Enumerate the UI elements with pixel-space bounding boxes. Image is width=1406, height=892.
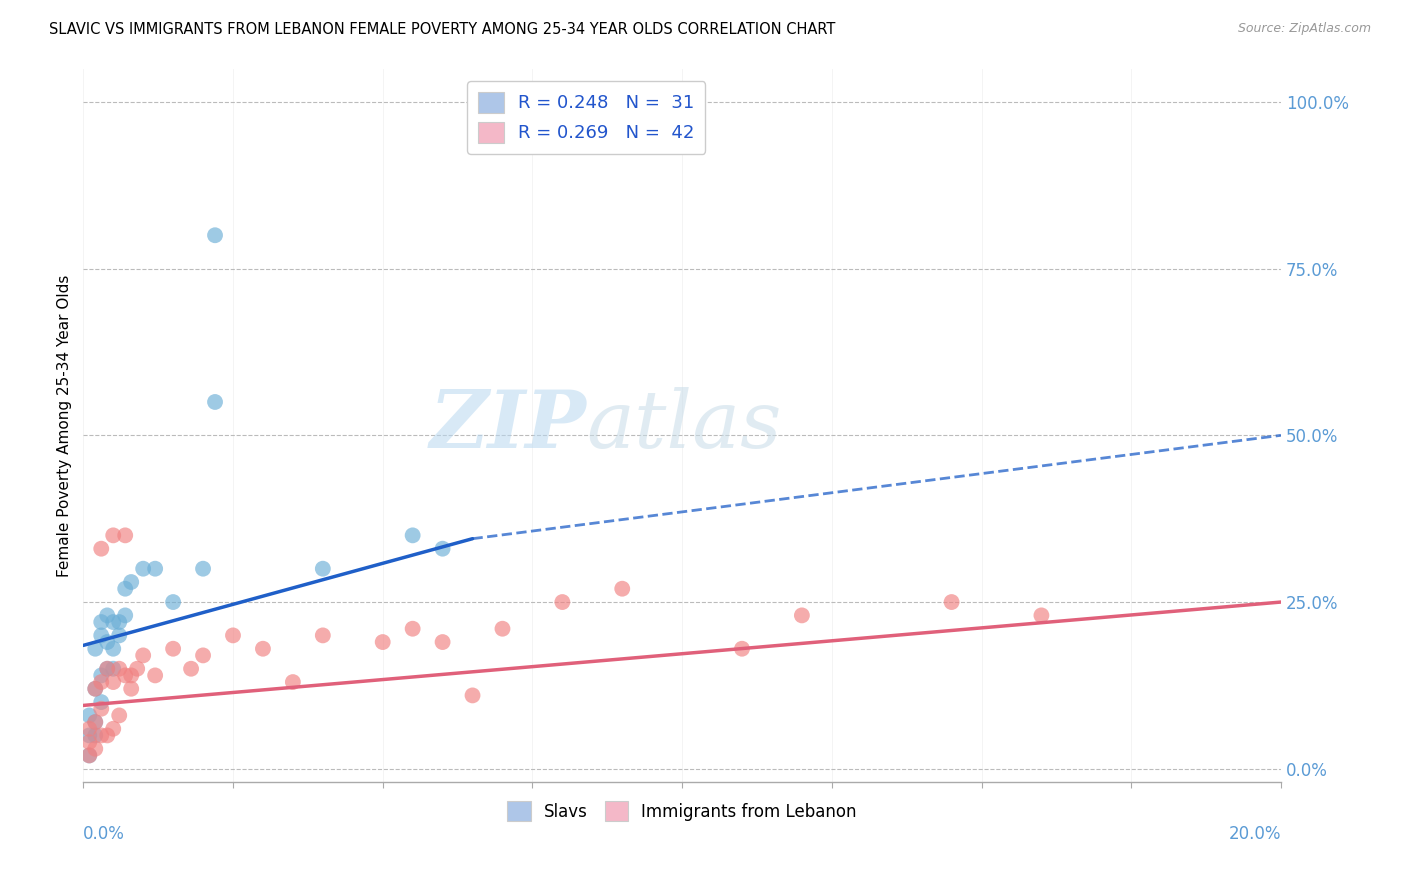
Point <box>204 228 226 243</box>
Text: 20.0%: 20.0% <box>1229 825 1281 843</box>
Point <box>96 662 118 676</box>
Point <box>103 662 125 676</box>
Point <box>143 562 166 576</box>
Legend: Slavs, Immigrants from Lebanon: Slavs, Immigrants from Lebanon <box>501 795 863 827</box>
Point <box>77 728 100 742</box>
Point <box>1031 608 1053 623</box>
Point <box>162 595 184 609</box>
Point <box>491 622 513 636</box>
Y-axis label: Female Poverty Among 25-34 Year Olds: Female Poverty Among 25-34 Year Olds <box>58 274 72 576</box>
Point <box>84 741 107 756</box>
Point <box>191 562 214 576</box>
Point <box>120 681 142 696</box>
Text: 0.0%: 0.0% <box>83 825 125 843</box>
Point <box>96 662 118 676</box>
Point <box>312 628 335 642</box>
Point <box>114 608 136 623</box>
Point <box>132 562 155 576</box>
Point <box>90 615 112 629</box>
Point <box>77 708 100 723</box>
Point <box>103 641 125 656</box>
Point <box>77 748 100 763</box>
Point <box>84 681 107 696</box>
Point <box>401 528 423 542</box>
Point <box>432 541 454 556</box>
Point <box>114 668 136 682</box>
Point <box>162 641 184 656</box>
Point <box>790 608 813 623</box>
Point <box>132 648 155 663</box>
Text: Source: ZipAtlas.com: Source: ZipAtlas.com <box>1237 22 1371 36</box>
Point <box>77 722 100 736</box>
Point <box>90 541 112 556</box>
Point <box>90 702 112 716</box>
Point <box>281 675 304 690</box>
Point <box>143 668 166 682</box>
Point <box>551 595 574 609</box>
Point <box>77 748 100 763</box>
Point <box>252 641 274 656</box>
Point <box>180 662 202 676</box>
Point <box>84 641 107 656</box>
Point <box>222 628 245 642</box>
Point <box>103 675 125 690</box>
Point <box>96 728 118 742</box>
Point <box>103 528 125 542</box>
Point <box>612 582 634 596</box>
Text: ZIP: ZIP <box>429 386 586 464</box>
Point <box>90 695 112 709</box>
Point <box>103 615 125 629</box>
Point <box>204 395 226 409</box>
Point <box>108 628 131 642</box>
Point <box>90 668 112 682</box>
Point <box>401 622 423 636</box>
Point <box>90 728 112 742</box>
Point <box>371 635 394 649</box>
Point <box>108 662 131 676</box>
Point <box>84 715 107 730</box>
Point <box>114 582 136 596</box>
Point <box>77 735 100 749</box>
Text: SLAVIC VS IMMIGRANTS FROM LEBANON FEMALE POVERTY AMONG 25-34 YEAR OLDS CORRELATI: SLAVIC VS IMMIGRANTS FROM LEBANON FEMALE… <box>49 22 835 37</box>
Point <box>84 681 107 696</box>
Point <box>90 628 112 642</box>
Point <box>114 528 136 542</box>
Point <box>312 562 335 576</box>
Point <box>941 595 963 609</box>
Point <box>461 689 484 703</box>
Point <box>120 668 142 682</box>
Point <box>108 615 131 629</box>
Point <box>108 708 131 723</box>
Point <box>127 662 149 676</box>
Point <box>120 575 142 590</box>
Point <box>731 641 754 656</box>
Text: atlas: atlas <box>586 386 782 464</box>
Point <box>96 608 118 623</box>
Point <box>84 715 107 730</box>
Point <box>191 648 214 663</box>
Point <box>96 635 118 649</box>
Point <box>103 722 125 736</box>
Point <box>90 675 112 690</box>
Point <box>432 635 454 649</box>
Point <box>84 728 107 742</box>
